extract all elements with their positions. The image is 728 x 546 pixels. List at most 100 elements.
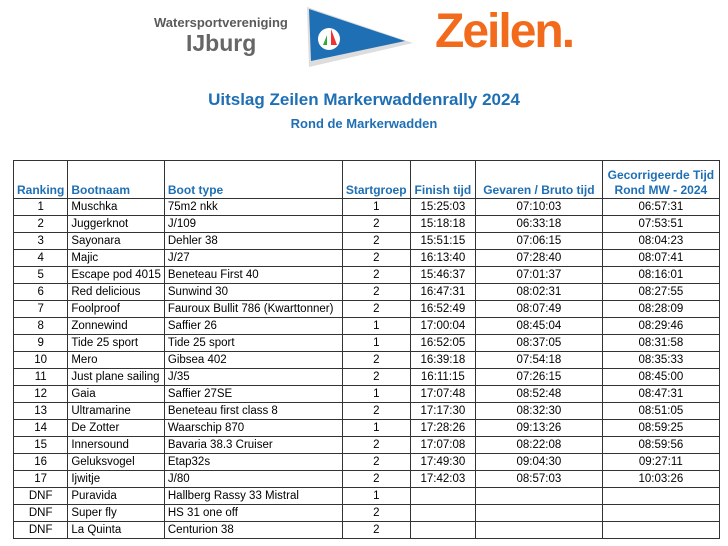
table-row: DNF Puravida Hallberg Rassy 33 Mistral 1 — [12, 487, 720, 505]
cell-bruto-tijd: 07:06:15 — [474, 232, 603, 250]
cell-ranking: DNF — [12, 521, 69, 539]
cell-boot-type: J/80 — [163, 470, 343, 488]
results-table: Ranking Bootnaam Boot type Startgroep Fi… — [12, 160, 720, 539]
cell-boot-type: Saffier 27SE — [163, 385, 343, 403]
cell-bootnaam: Majic — [67, 249, 165, 267]
cell-ranking: 15 — [12, 436, 69, 454]
col-bootnaam: Bootnaam — [67, 160, 165, 199]
cell-startgroep: 1 — [341, 419, 411, 437]
cell-startgroep: 2 — [341, 436, 411, 454]
table-row: 5 Escape pod 4015 Beneteau First 40 2 15:46:… — [12, 266, 720, 284]
cell-bruto-tijd: 06:33:18 — [474, 215, 603, 233]
cell-ranking: 2 — [12, 215, 69, 233]
cell-ranking: 11 — [12, 368, 69, 386]
cell-gecorrigeerde-tijd — [601, 521, 720, 539]
cell-bootnaam: Zonnewind — [67, 317, 165, 335]
cell-bootnaam: Juggerknot — [67, 215, 165, 233]
cell-ranking: 4 — [12, 249, 69, 267]
cell-gecorrigeerde-tijd: 07:53:51 — [601, 215, 720, 233]
cell-bruto-tijd: 08:52:48 — [474, 385, 603, 403]
cell-ranking: 7 — [12, 300, 69, 318]
cell-startgroep: 2 — [341, 521, 411, 539]
cell-finish-tijd: 17:49:30 — [409, 453, 476, 471]
cell-ranking: 14 — [12, 419, 69, 437]
cell-boot-type: Centurion 38 — [163, 521, 343, 539]
cell-ranking: 12 — [12, 385, 69, 403]
cell-ranking: DNF — [12, 504, 69, 522]
cell-bootnaam: La Quinta — [67, 521, 165, 539]
cell-startgroep: 1 — [341, 385, 411, 403]
cell-startgroep: 2 — [341, 266, 411, 284]
cell-bootnaam: Sayonara — [67, 232, 165, 250]
page-subtitle: Rond de Markerwadden — [290, 116, 438, 131]
table-row: 8 Zonnewind Saffier 26 1 17:00:04 08:45:04 08:… — [12, 317, 720, 335]
cell-finish-tijd — [409, 487, 476, 505]
cell-bruto-tijd: 07:10:03 — [474, 198, 603, 216]
cell-bootnaam: Mero — [67, 351, 165, 369]
cell-bruto-tijd: 08:37:05 — [474, 334, 603, 352]
cell-ranking: 10 — [12, 351, 69, 369]
table-header-row: Ranking Bootnaam Boot type Startgroep Fi… — [12, 160, 720, 199]
cell-gecorrigeerde-tijd: 06:57:31 — [601, 198, 720, 216]
cell-bootnaam: Super fly — [67, 504, 165, 522]
cell-finish-tijd: 15:46:37 — [409, 266, 476, 284]
club-name-line1: Watersportvereniging — [154, 15, 288, 30]
cell-bootnaam: Ijwitje — [67, 470, 165, 488]
cell-bruto-tijd: 09:13:26 — [474, 419, 603, 437]
table-row: 3 Sayonara Dehler 38 2 15:51:15 07:06:15 08:04… — [12, 232, 720, 250]
cell-bootnaam: Ultramarine — [67, 402, 165, 420]
club-name-line2: IJburg — [186, 30, 257, 56]
cell-finish-tijd — [409, 521, 476, 539]
cell-finish-tijd: 15:18:18 — [409, 215, 476, 233]
cell-startgroep: 1 — [341, 317, 411, 335]
cell-gecorrigeerde-tijd: 08:27:55 — [601, 283, 720, 301]
col-gecorrigeerde-tijd: Gecorrigeerde Tijd Rond MW - 2024 — [601, 160, 720, 199]
cell-ranking: 5 — [12, 266, 69, 284]
cell-startgroep: 2 — [341, 368, 411, 386]
col-boot-type: Boot type — [163, 160, 343, 199]
cell-ranking: 1 — [12, 198, 69, 216]
cell-gecorrigeerde-tijd: 08:31:58 — [601, 334, 720, 352]
cell-boot-type: Tide 25 sport — [163, 334, 343, 352]
cell-boot-type: J/35 — [163, 368, 343, 386]
cell-startgroep: 2 — [341, 402, 411, 420]
table-row: 2 Juggerknot J/109 2 15:18:18 06:33:18 07:53:5… — [12, 215, 720, 233]
cell-bootnaam: Gaia — [67, 385, 165, 403]
cell-finish-tijd: 17:42:03 — [409, 470, 476, 488]
cell-boot-type: Gibsea 402 — [163, 351, 343, 369]
col-finish-tijd: Finish tijd — [409, 160, 476, 199]
cell-startgroep: 1 — [341, 487, 411, 505]
zeilen-logo: Zeilen. — [435, 5, 575, 58]
col-bruto-tijd: Gevaren / Bruto tijd — [474, 160, 603, 199]
cell-ranking: 13 — [12, 402, 69, 420]
cell-boot-type: Hallberg Rassy 33 Mistral — [163, 487, 343, 505]
cell-gecorrigeerde-tijd: 08:45:00 — [601, 368, 720, 386]
cell-bootnaam: Foolproof — [67, 300, 165, 318]
cell-finish-tijd: 17:00:04 — [409, 317, 476, 335]
cell-startgroep: 2 — [341, 215, 411, 233]
cell-startgroep: 2 — [341, 283, 411, 301]
cell-bruto-tijd: 08:32:30 — [474, 402, 603, 420]
cell-gecorrigeerde-tijd: 08:35:33 — [601, 351, 720, 369]
cell-gecorrigeerde-tijd: 08:07:41 — [601, 249, 720, 267]
cell-boot-type: Etap32s — [163, 453, 343, 471]
cell-finish-tijd: 17:07:08 — [409, 436, 476, 454]
cell-bootnaam: Just plane sailing — [67, 368, 165, 386]
cell-gecorrigeerde-tijd: 08:47:31 — [601, 385, 720, 403]
cell-gecorrigeerde-tijd: 08:59:25 — [601, 419, 720, 437]
cell-finish-tijd: 16:11:15 — [409, 368, 476, 386]
cell-boot-type: Bavaria 38.3 Cruiser — [163, 436, 343, 454]
cell-finish-tijd: 16:47:31 — [409, 283, 476, 301]
page-title: Uitslag Zeilen Markerwaddenrally 2024 — [208, 90, 520, 109]
club-pennant-logo — [307, 7, 413, 67]
cell-startgroep: 1 — [341, 334, 411, 352]
cell-bruto-tijd: 07:28:40 — [474, 249, 603, 267]
cell-ranking: 3 — [12, 232, 69, 250]
table-row: 12 Gaia Saffier 27SE 1 17:07:48 08:52:48 08:47… — [12, 385, 720, 403]
table-row: DNF Super fly HS 31 one off 2 — [12, 504, 720, 522]
cell-bootnaam: De Zotter — [67, 419, 165, 437]
cell-ranking: DNF — [12, 487, 69, 505]
cell-bruto-tijd — [474, 504, 603, 522]
cell-finish-tijd: 17:07:48 — [409, 385, 476, 403]
cell-bootnaam: Puravida — [67, 487, 165, 505]
